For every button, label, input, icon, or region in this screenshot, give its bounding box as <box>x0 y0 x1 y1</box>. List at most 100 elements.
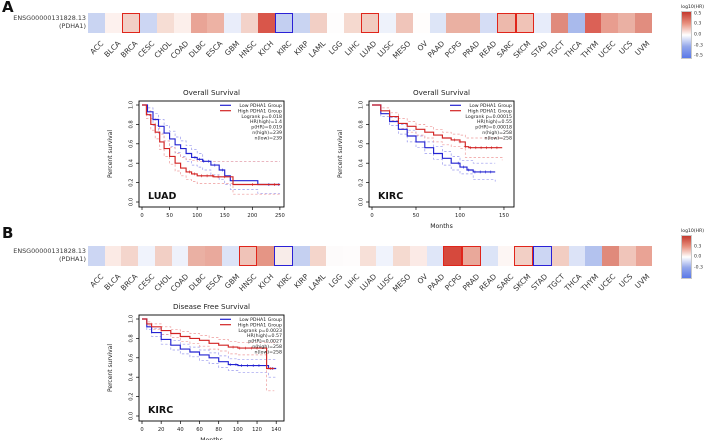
x-tick-label: 100 <box>233 427 243 433</box>
gene-id-text: ENSG00000131828.13 <box>13 247 86 255</box>
x-tick-label: 60 <box>196 427 203 433</box>
x-tick-label: 40 <box>177 427 184 433</box>
gene-symbol-text: (PDHA1) <box>58 255 86 263</box>
colorbar-tick-label: 0.0 <box>694 254 702 260</box>
x-tick-label: 100 <box>455 213 465 219</box>
y-tick-label: 0.0 <box>129 198 135 206</box>
plot-box <box>368 100 515 208</box>
y-tick-label: 0.0 <box>359 198 365 206</box>
km-chart-kirc-os: Overall Survival 0.0 0.2 0.4 0.6 0.8 1.0 0 50 100… <box>333 86 518 238</box>
heatmap-cell-coad <box>171 246 189 266</box>
x-axis-label: Months <box>430 223 453 230</box>
colorbar-legend-a: log10(HR) 0.5 0.3 0.0 -0.3 -0.5 <box>681 5 708 59</box>
heatmap-cell-sarc <box>496 13 516 33</box>
km-chart-luad-os: Overall Survival 0.0 0.2 0.4 0.6 0.8 1.0 0 50 100… <box>103 86 288 226</box>
chart-title: Disease Free Survival <box>173 302 250 311</box>
y-tick-label: 0.4 <box>359 158 365 167</box>
heatmap-cell-lgg <box>326 246 344 266</box>
legend-stat-text: n(low)=239 <box>254 135 282 141</box>
colorbar-title-b: log10(HR) <box>681 229 705 234</box>
legend-stat-text: n(high)=239 <box>252 130 282 136</box>
panel-a-label: A <box>2 0 14 16</box>
heatmap-cell-pcpg <box>446 13 464 33</box>
heatmap-cell-meso <box>396 13 413 33</box>
heatmap-cell-coad <box>173 13 191 33</box>
legend-entry-label: Low PDHA1 Group <box>239 317 282 323</box>
km-svg-luad-os: Overall Survival 0.0 0.2 0.4 0.6 0.8 1.0 0 50 100… <box>107 88 285 219</box>
colorbar-tick-label: 0.3 <box>694 244 702 249</box>
heatmap-cell-hnsc <box>241 13 258 33</box>
heatmap-cell-ucs <box>618 246 636 266</box>
y-tick-label: 0.0 <box>129 412 135 420</box>
y-axis-label: Percent survival <box>107 344 114 392</box>
legend-stat-text: n(high)=258 <box>482 130 512 136</box>
heatmap-cell-lgg <box>326 13 344 33</box>
y-tick-label: 0.4 <box>129 372 135 381</box>
legend-stat-text: p(HR)=0.00018 <box>475 125 512 131</box>
legend-stat-text: n(low)=258 <box>254 349 282 355</box>
legend-entry-label: High PDHA1 Group <box>238 108 282 114</box>
legend-stat-text: HR(high)=0.55 <box>477 119 512 125</box>
x-tick-label: 50 <box>413 213 420 219</box>
x-tick-label: 0 <box>140 427 143 433</box>
chart-title: Overall Survival <box>183 88 240 97</box>
heatmap-cell-kich <box>257 246 275 266</box>
colorbar-tick-label: -0.5 <box>694 53 703 59</box>
colorbar-tick-label: -0.3 <box>694 43 703 49</box>
legend-stat-text: n(high)=258 <box>252 344 282 350</box>
heatmap-cell-uvm <box>635 246 653 266</box>
km-curve-low <box>142 318 277 370</box>
colorbar-gradient-b: 0.3 0.0 -0.3 <box>681 235 703 279</box>
km-svg-kirc-os: Overall Survival 0.0 0.2 0.4 0.6 0.8 1.0 0 50 100… <box>337 88 515 230</box>
y-tick-label: 0.6 <box>129 140 135 148</box>
heatmap-cell-esca <box>205 246 222 266</box>
heatmap-cell-prad <box>463 13 480 33</box>
legend-stat-text: Logrank p=0.018 <box>241 114 282 120</box>
x-tick-label: 0 <box>140 213 143 219</box>
y-tick-label: 0.8 <box>359 120 365 128</box>
legend-entry-label: High PDHA1 Group <box>238 322 282 328</box>
colorbar-tick-label: -0.3 <box>694 265 703 270</box>
y-tick-label: 0.6 <box>359 140 365 148</box>
colorbar-gradient-a: 0.5 0.3 0.0 -0.3 -0.5 <box>681 11 703 59</box>
heatmap-cell-kirp <box>293 13 311 33</box>
colorbar-tick-label: 0.0 <box>694 32 702 38</box>
colorbar-tick-label: 0.3 <box>694 21 702 27</box>
heatmap-cell-thca <box>568 246 586 266</box>
heatmap-cell-cesc <box>138 246 155 266</box>
legend-stat-text: n(low)=258 <box>484 135 512 141</box>
heatmap-cell-laml <box>310 13 327 33</box>
heatmap-cell-ov <box>409 246 427 266</box>
x-tick-label: 200 <box>247 213 257 219</box>
heatmap-labels-a: ACC BLCA BRCA CESC CHOL COAD DLBC ESCA GBM HNSC KI… <box>88 34 652 82</box>
heatmap-cell-hnsc <box>238 246 258 266</box>
heatmap-cell-brca <box>121 13 141 33</box>
colorbar-ticks-a: 0.5 0.3 0.0 -0.3 -0.5 <box>694 11 708 59</box>
heatmap-cell-chol <box>154 246 172 266</box>
cohort-label: KIRC <box>148 405 173 416</box>
legend-stat-text: Logrank p=0.00015 <box>465 114 512 120</box>
heatmap-cell-kirc <box>274 246 293 266</box>
heatmap-cell-thca <box>567 13 585 33</box>
km-curve-low <box>372 104 496 173</box>
y-tick-label: 0.2 <box>129 392 135 400</box>
heatmap-cell-read <box>479 13 497 33</box>
heatmap-cell-ucec <box>602 246 619 266</box>
x-tick-label: 250 <box>275 213 285 219</box>
heatmap-cell-blca <box>104 246 122 266</box>
heatmap-cell-lihc <box>343 246 360 266</box>
heatmap-cell-luad <box>360 13 380 33</box>
y-tick-label: 0.8 <box>129 120 135 128</box>
heatmap-cell-tgct <box>551 246 569 266</box>
heatmap-cell-ucs <box>618 13 635 33</box>
heatmap-cell-skcm <box>515 13 535 33</box>
gene-label-a: ENSG00000131828.13 (PDHA1) <box>0 14 86 30</box>
panel-b-label: B <box>2 224 14 242</box>
x-tick-label: 120 <box>252 427 262 433</box>
heatmap-cell-thym <box>585 246 603 266</box>
heatmap-cell-thym <box>584 13 602 33</box>
heatmap-cell-gbm <box>221 246 239 266</box>
colorbar-title-a: log10(HR) <box>681 5 705 10</box>
y-axis-label: Percent survival <box>107 130 114 178</box>
